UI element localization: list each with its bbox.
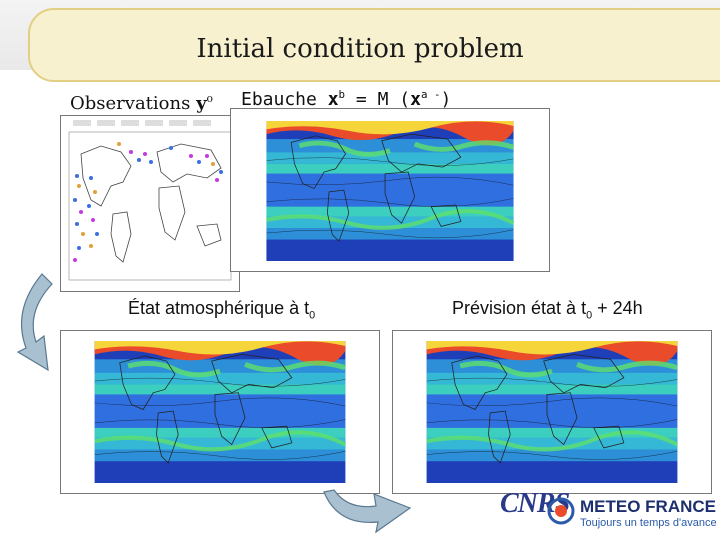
prevision-label: Prévision état à t — [452, 298, 587, 318]
equation-part: = M ( — [345, 89, 411, 110]
ebauche-label: Ebauche — [241, 89, 328, 110]
observations-heading: Observations yo — [70, 92, 213, 114]
prevision-heading: Prévision état à t0 + 24h — [452, 298, 643, 322]
etat-subscript: 0 — [309, 309, 316, 322]
ebauche-heading: Ebauche xb = M (xa -) — [241, 88, 451, 110]
obs-superscript: o — [206, 92, 214, 105]
observations-label: Observations — [70, 93, 197, 114]
prevision-map-graphic — [393, 331, 711, 493]
meteo-france-tagline: Toujours un temps d'avance — [580, 517, 717, 529]
obs-variable: y — [196, 93, 207, 114]
observations-map — [60, 115, 240, 292]
prevision-subscript: 0 — [586, 309, 593, 322]
slide-title: Initial condition problem — [196, 34, 524, 64]
title-box — [28, 8, 720, 82]
curved-arrow-bottom — [323, 489, 412, 534]
equation-close: ) — [440, 89, 452, 110]
ebauche-map-graphic — [231, 109, 549, 271]
xb-superscript: b — [338, 88, 346, 101]
ebauche-map — [230, 108, 550, 272]
etat-label: État atmosphérique à t — [128, 298, 310, 318]
prevision-suffix: + 24h — [592, 298, 643, 318]
curved-arrow-left — [16, 273, 53, 372]
xb-variable: x — [327, 89, 339, 110]
observations-map-graphic — [61, 116, 239, 291]
xa-superscript: a - — [420, 88, 441, 101]
etat-map — [60, 330, 380, 494]
etat-map-graphic — [61, 331, 379, 493]
prevision-map — [392, 330, 712, 494]
etat-heading: État atmosphérique à t0 — [128, 298, 315, 322]
meteo-france-logo: METEO FRANCE — [580, 497, 716, 516]
observation-dots — [73, 142, 223, 262]
meteo-france-icon — [547, 497, 575, 525]
xa-variable: x — [410, 89, 421, 110]
